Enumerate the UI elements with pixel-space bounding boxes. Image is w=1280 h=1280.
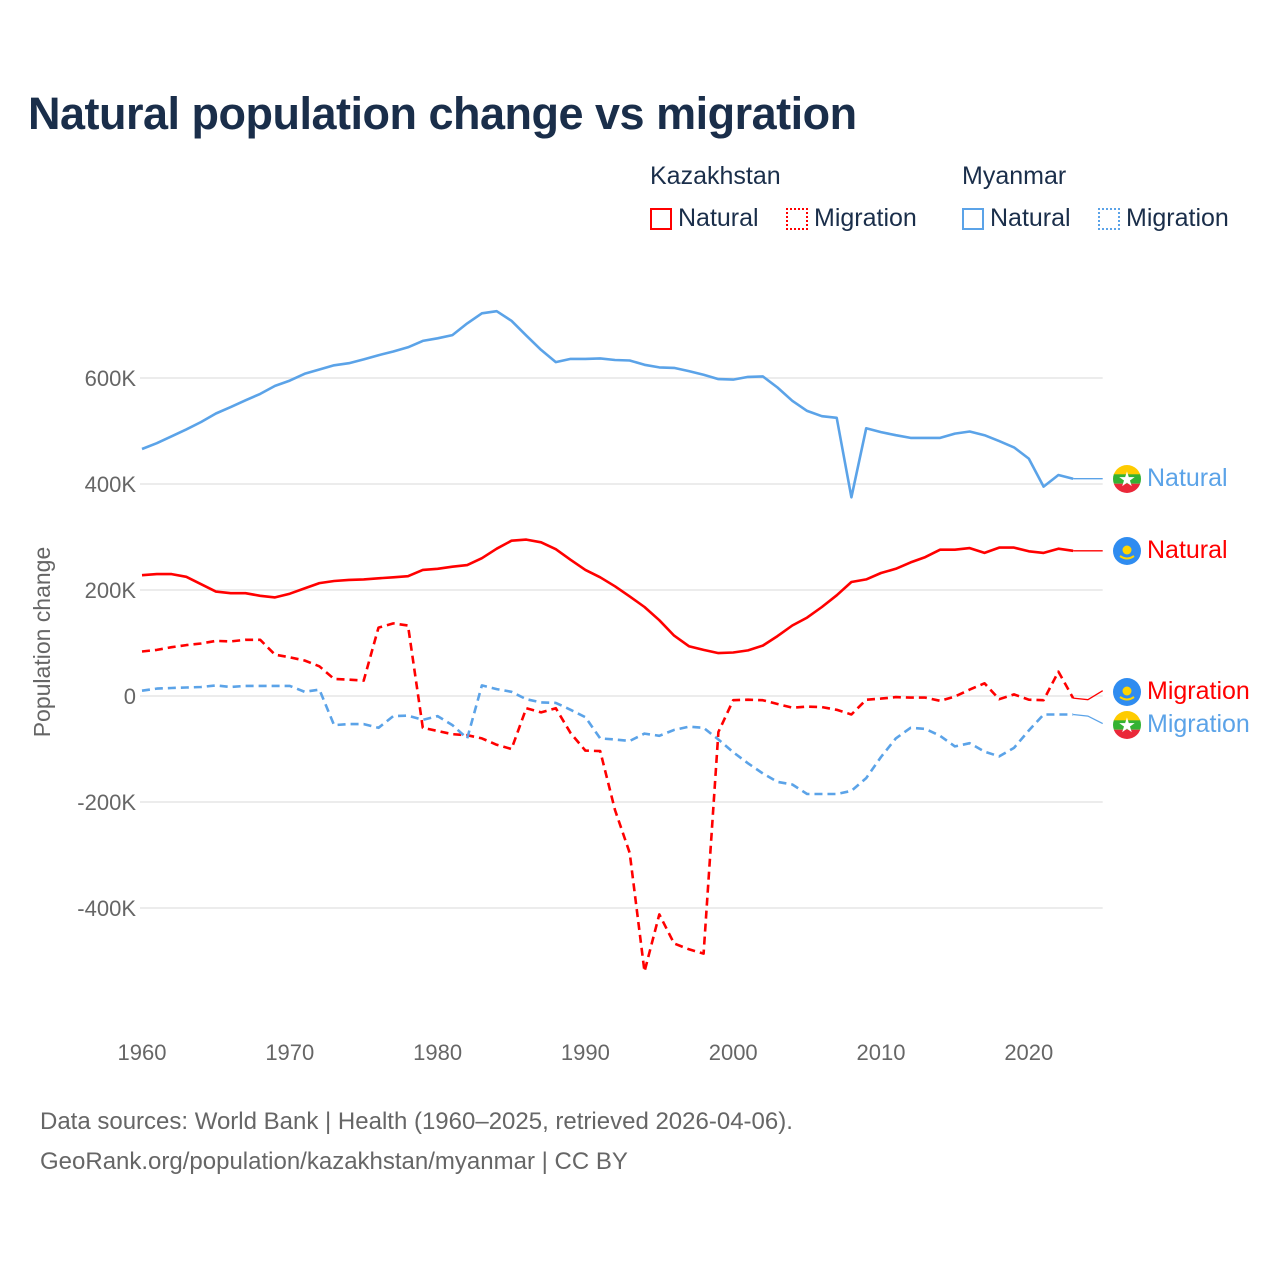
- x-tick-label: 2000: [709, 1040, 758, 1065]
- x-tick-label: 1960: [118, 1040, 167, 1065]
- x-tick-label: 1990: [561, 1040, 610, 1065]
- footer-sources: Data sources: World Bank | Health (1960–…: [40, 1108, 793, 1135]
- legend-label: Natural: [990, 204, 1071, 232]
- series-line-myanmar-migration: [141, 684, 1074, 796]
- legend-group-kazakhstan: Kazakhstan: [650, 162, 781, 190]
- svg-text:★: ★: [1118, 715, 1136, 737]
- series-line-myanmar-natural: [141, 309, 1074, 499]
- y-tick-label: 400K: [85, 472, 137, 497]
- myanmar-flag-icon: ★: [1113, 711, 1141, 739]
- end-label: Natural: [1147, 536, 1228, 564]
- series-tail: [1073, 713, 1103, 725]
- x-tick-label: 2020: [1004, 1040, 1053, 1065]
- kazakhstan-flag-icon: [1113, 537, 1141, 565]
- solid-swatch-icon: [650, 207, 672, 230]
- x-tick-label: 1980: [413, 1040, 462, 1065]
- y-tick-label: -200K: [77, 790, 136, 815]
- solid-swatch-icon: [962, 207, 984, 230]
- end-label: Migration: [1147, 710, 1250, 738]
- legend-myanmar-natural[interactable]: Natural: [962, 204, 1071, 233]
- footer-link[interactable]: GeoRank.org/population/kazakhstan/myanma…: [40, 1148, 628, 1175]
- legend-myanmar-migration[interactable]: Migration: [1098, 204, 1229, 233]
- dotted-swatch-icon: [786, 207, 808, 230]
- dotted-swatch-icon: [1098, 207, 1120, 230]
- kazakhstan-flag-icon: [1113, 678, 1141, 706]
- svg-text:★: ★: [1118, 469, 1136, 491]
- series-tail: [1073, 690, 1104, 701]
- legend-label: Migration: [1126, 204, 1229, 232]
- legend-group-myanmar: Myanmar: [962, 162, 1067, 190]
- myanmar-flag-icon: ★: [1113, 465, 1141, 493]
- legend-label: Migration: [814, 204, 917, 232]
- series-line-kazakhstan-migration: [141, 622, 1075, 973]
- end-label: Natural: [1147, 464, 1228, 492]
- y-tick-label: 0: [124, 684, 136, 709]
- y-tick-label: 200K: [85, 578, 137, 603]
- legend-kazakhstan-migration[interactable]: Migration: [786, 204, 917, 233]
- y-tick-label: 600K: [85, 366, 137, 391]
- series-line-kazakhstan-natural: [141, 538, 1074, 655]
- legend-label: Natural: [678, 204, 759, 232]
- legend-kazakhstan-natural[interactable]: Natural: [650, 204, 759, 233]
- y-tick-label: -400K: [77, 896, 136, 921]
- end-label: Migration: [1147, 677, 1250, 705]
- x-tick-label: 2010: [857, 1040, 906, 1065]
- chart-title: Natural population change vs migration: [28, 88, 857, 139]
- y-axis-label: Population change: [29, 547, 55, 738]
- x-tick-label: 1970: [265, 1040, 314, 1065]
